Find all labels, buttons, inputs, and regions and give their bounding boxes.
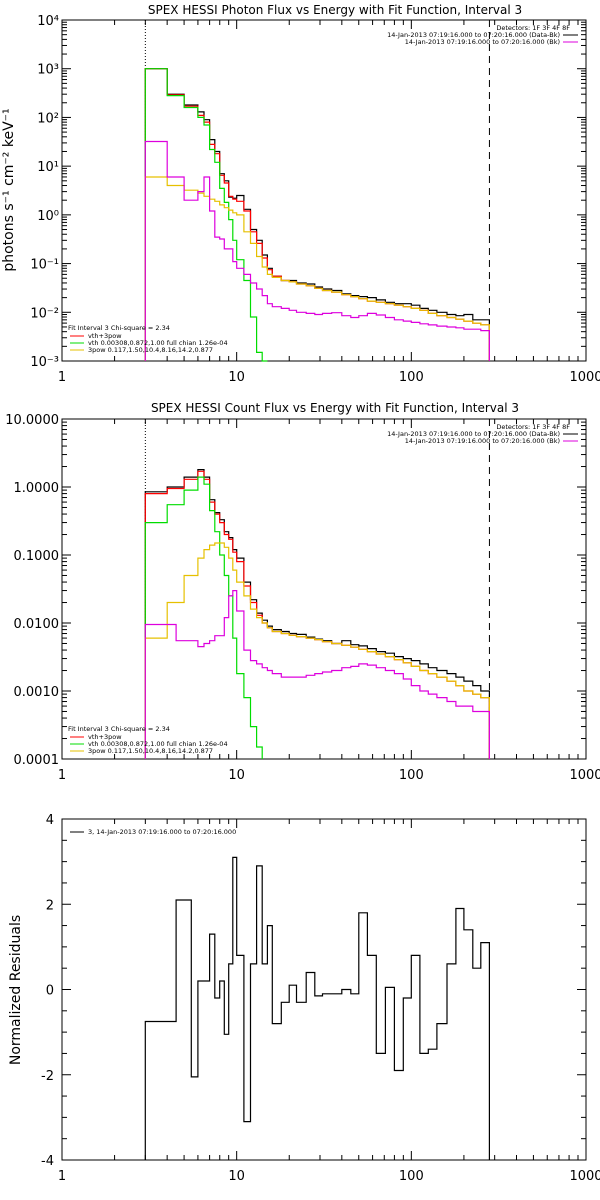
x-tick-label: 10	[228, 370, 245, 385]
y-tick-label: 10⁴	[37, 14, 59, 29]
residuals-series	[144, 856, 490, 1160]
x-tick-label: 1000	[569, 768, 600, 783]
y-tick-label: 10⁻³	[30, 355, 59, 370]
photon-header-line: 14-Jan-2013 07:19:16.000 to 07:20:16.000…	[387, 31, 560, 39]
x-tick-label: 100	[399, 1169, 424, 1184]
y-tick-label: 0.1000	[14, 549, 60, 564]
y-tick-label: 0	[46, 984, 54, 999]
count-header-line: 14-Jan-2013 07:19:16.000 to 07:20:16.000…	[387, 430, 560, 438]
y-tick-label: 0.0100	[14, 617, 60, 632]
x-tick-label: 1	[58, 768, 66, 783]
photon-header-line: Detectors: 1F 3F 4F 8F	[496, 24, 570, 32]
photon-y-axis-label: photons s⁻¹ cm⁻² keV⁻¹	[1, 108, 17, 271]
y-tick-label: 10⁻²	[30, 306, 59, 321]
count-flux-panel: SPEX HESSI Count Flux vs Energy with Fit…	[5, 401, 600, 783]
x-tick-label: 1	[58, 370, 66, 385]
photon-panel-title: SPEX HESSI Photon Flux vs Energy with Fi…	[148, 3, 522, 17]
photon-series	[144, 20, 490, 362]
series-bk	[144, 590, 490, 759]
x-tick-label: 1000	[569, 1169, 600, 1184]
series-vth-3pow	[144, 470, 490, 759]
series-bk	[144, 140, 490, 361]
y-tick-label: 10³	[37, 63, 59, 78]
count-legend-vth: vth 0.00308,0.872,1.00 full chian 1.26e-…	[88, 740, 228, 748]
count-panel-title: SPEX HESSI Count Flux vs Energy with Fit…	[151, 401, 519, 415]
count-header: Detectors: 1F 3F 4F 8F 14-Jan-2013 07:19…	[387, 423, 578, 445]
count-plot-frame	[61, 418, 587, 760]
y-tick-label: 1.0000	[14, 481, 60, 496]
residuals-panel: Normalized Residuals 1 10 100 1000 -4 -2 0 2 4 3…	[8, 813, 600, 1184]
photon-header: Detectors: 1F 3F 4F 8F 14-Jan-2013 07:19…	[387, 24, 578, 46]
series-vth	[144, 476, 263, 759]
count-series	[144, 419, 490, 759]
series-3-14-jan-2013-07-19-16-000-to-07-20-16-000	[144, 856, 490, 1160]
series-data-bk	[144, 469, 490, 759]
count-legend-header: Fit Interval 3 Chi-square = 2.34	[68, 725, 170, 733]
residuals-legend-label: 3, 14-Jan-2013 07:19:16.000 to 07:20:16.…	[88, 828, 236, 836]
photon-header-line: 14-Jan-2013 07:19:16.000 to 07:20:16.000…	[405, 38, 560, 46]
y-tick-label: 10²	[37, 111, 59, 126]
series-data-bk	[144, 68, 490, 361]
y-tick-label: 4	[46, 813, 54, 828]
count-header-line: 14-Jan-2013 07:19:16.000 to 07:20:16.000…	[405, 437, 560, 445]
series-vth	[144, 68, 268, 362]
series-3pow	[144, 542, 490, 759]
residuals-ticks: 1 10 100 1000 -4 -2 0 2 4	[41, 813, 600, 1184]
y-tick-label: 2	[46, 898, 54, 913]
photon-legend-3pow: 3pow 0.117,1.50,10.4,8.16,14.2,0.877	[88, 346, 213, 354]
y-tick-label: 10⁻¹	[30, 258, 59, 273]
x-tick-label: 100	[399, 370, 424, 385]
photon-flux-panel: SPEX HESSI Photon Flux vs Energy with Fi…	[1, 3, 600, 385]
y-tick-label: 0.0010	[14, 685, 60, 700]
y-tick-label: 10.0000	[5, 413, 59, 428]
residuals-legend: 3, 14-Jan-2013 07:19:16.000 to 07:20:16.…	[70, 828, 236, 836]
photon-ticks: 1 10 100 1000 10⁻³ 10⁻² 10⁻¹ 10⁰ 10¹ 10² 10³ 10⁴	[30, 14, 600, 385]
y-tick-label: 10⁰	[37, 209, 59, 224]
count-legend: Fit Interval 3 Chi-square = 2.34 vth+3po…	[68, 725, 228, 755]
x-tick-label: 10	[228, 1169, 245, 1184]
y-tick-label: 10¹	[37, 160, 59, 175]
x-tick-label: 1000	[569, 370, 600, 385]
series-vth-3pow	[144, 68, 490, 361]
photon-legend-vth: vth 0.00308,0.872,1.00 full chian 1.26e-…	[88, 339, 228, 347]
count-legend-3pow: 3pow 0.117,1.50,10.4,8.16,14.2,0.877	[88, 747, 213, 755]
photon-plot-frame	[61, 19, 587, 362]
y-tick-label: -4	[41, 1154, 54, 1169]
photon-legend-total: vth+3pow	[88, 332, 122, 340]
count-legend-total: vth+3pow	[88, 733, 122, 741]
photon-legend-header: Fit Interval 3 Chi-square = 2.34	[68, 324, 170, 332]
photon-legend: Fit Interval 3 Chi-square = 2.34 vth+3po…	[68, 324, 228, 354]
x-tick-label: 100	[399, 768, 424, 783]
series-3pow	[144, 176, 490, 361]
count-header-line: Detectors: 1F 3F 4F 8F	[496, 423, 570, 431]
x-tick-label: 10	[228, 768, 245, 783]
residuals-y-axis-label: Normalized Residuals	[8, 915, 24, 1065]
y-tick-label: 0.0001	[14, 753, 60, 768]
x-tick-label: 1	[58, 1169, 66, 1184]
count-ticks: 1 10 100 1000 0.0001 0.0010 0.0100 0.1000 1.0000…	[5, 413, 600, 783]
residuals-plot-frame	[61, 818, 587, 1161]
y-tick-label: -2	[41, 1069, 54, 1084]
